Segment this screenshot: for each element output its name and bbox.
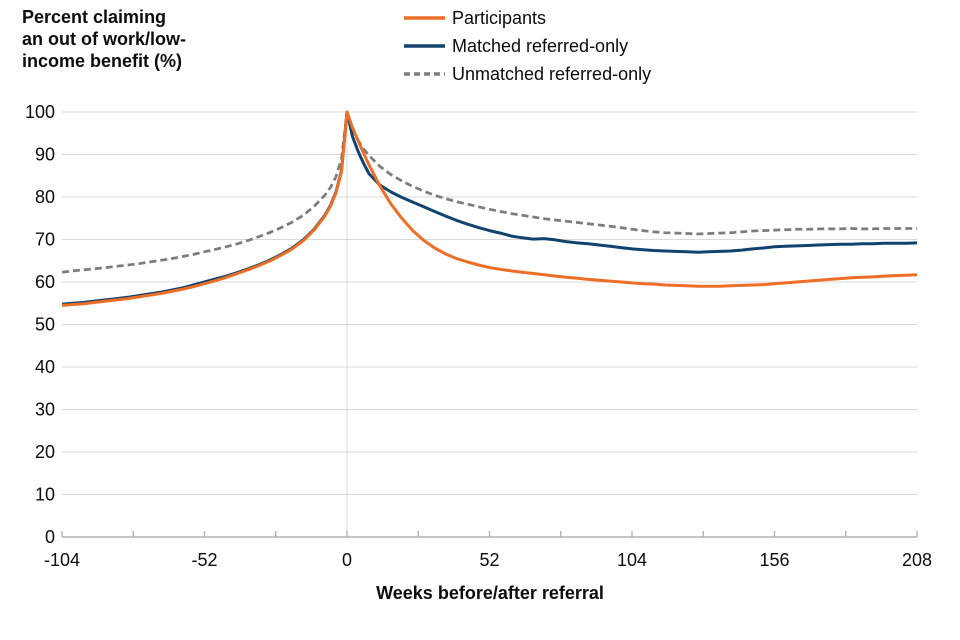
series-line-matched-referred-only (61, 110, 918, 306)
legend-swatch-matched-referred-only (404, 44, 445, 48)
y-tick-label: 80 (35, 187, 55, 207)
y-tick-label: 10 (35, 485, 55, 505)
legend-item-participants: Participants (404, 4, 651, 32)
legend: Participants Matched referred-only Unmatch… (404, 4, 651, 88)
x-tick-label: 52 (479, 550, 499, 570)
y-tick-label: 70 (35, 230, 55, 250)
x-tick-label: 0 (342, 550, 352, 570)
legend-swatch-participants (404, 16, 445, 20)
y-tick-label: 30 (35, 400, 55, 420)
legend-label: Participants (452, 7, 547, 28)
y-tick-label: 90 (35, 145, 55, 165)
y-tick-label: 40 (35, 357, 55, 377)
legend-item-unmatched-referred-only: Unmatched referred-only (404, 60, 651, 88)
x-tick-label: -104 (44, 550, 80, 570)
x-tick-label: 208 (902, 550, 932, 570)
x-tick-label: 156 (759, 550, 789, 570)
x-tick-label: -52 (191, 550, 217, 570)
legend-item-matched-referred-only: Matched referred-only (404, 32, 651, 60)
y-tick-label: 60 (35, 272, 55, 292)
series-line-unmatched-referred-only (61, 110, 917, 274)
y-tick-label: 100 (25, 102, 55, 122)
legend-label: Matched referred-only (452, 35, 629, 56)
legend-label: Unmatched referred-only (452, 63, 652, 84)
y-tick-label: 20 (35, 442, 55, 462)
y-tick-label: 50 (35, 315, 55, 335)
x-tick-label: 104 (617, 550, 647, 570)
y-axis-title: Percent claiming an out of work/low- inc… (22, 7, 186, 71)
x-axis-title: Weeks before/after referral (376, 583, 604, 603)
legend-swatch-unmatched-referred-only (404, 72, 445, 76)
series-line-participants (61, 110, 918, 307)
y-tick-label: 0 (45, 527, 55, 547)
